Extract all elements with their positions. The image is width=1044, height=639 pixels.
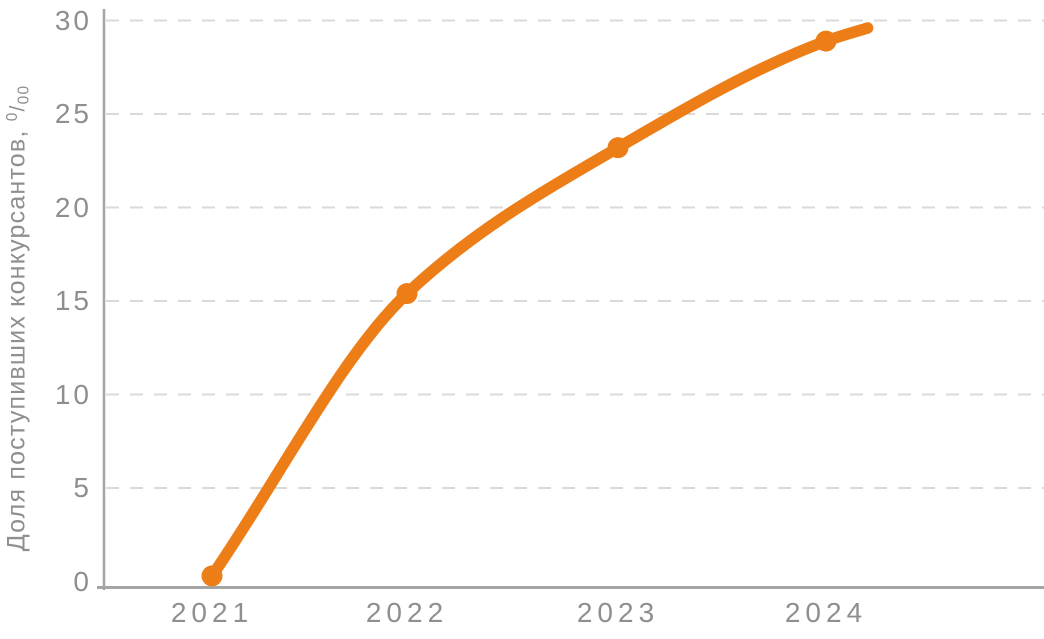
y-tick-label: 5 [73,472,92,503]
data-point-2021 [201,565,223,587]
data-point-2024 [815,30,837,52]
y-tick-label: 30 [54,4,92,36]
x-tick-label: 2024 [784,597,868,628]
x-tick-label: 2021 [170,597,254,628]
y-tick-label: 15 [54,285,92,316]
x-tick-label: 2023 [576,597,660,628]
data-point-2022 [396,283,418,305]
y-tick-label: 10 [54,378,92,410]
y-tick-label: 20 [54,191,92,223]
data-point-2023 [607,137,629,159]
y-tick-label: 0 [73,565,92,597]
y-tick-label: 25 [54,98,92,129]
x-tick-label: 2022 [365,597,449,628]
